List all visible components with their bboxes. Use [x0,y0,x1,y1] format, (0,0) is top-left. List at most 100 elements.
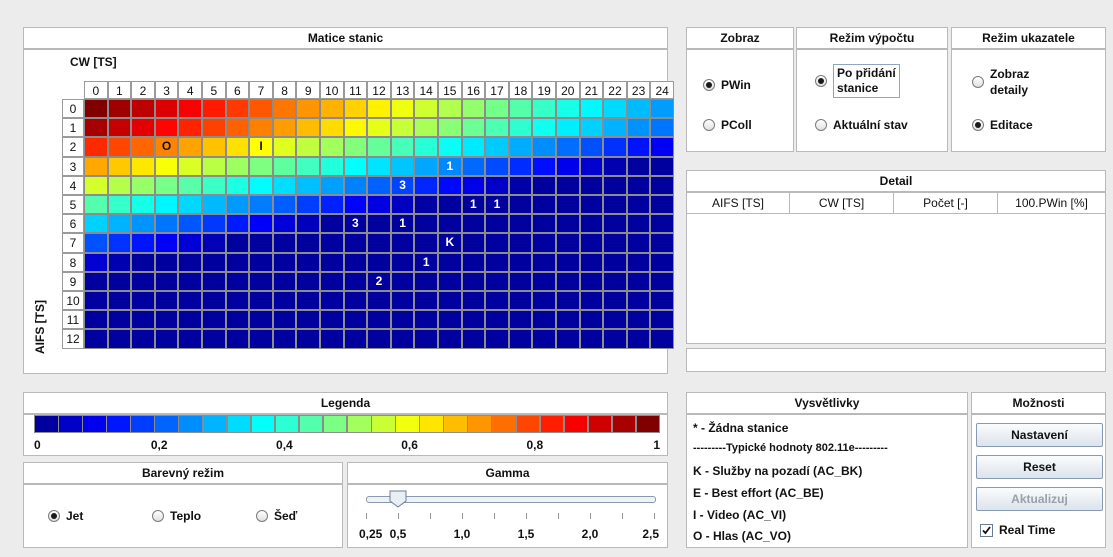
matrix-cell[interactable] [320,118,344,138]
gamma-slider-thumb[interactable] [389,490,407,508]
radio-teplo[interactable]: Teplo [152,509,201,523]
matrix-cell[interactable]: 1 [438,156,462,176]
matrix-cell[interactable] [438,195,462,215]
matrix-cell[interactable] [154,271,179,291]
matrix-cell[interactable] [343,99,368,119]
matrix-cell[interactable] [508,118,533,138]
matrix-cell[interactable] [202,271,226,291]
matrix-cell[interactable] [508,99,533,119]
matrix-cell[interactable] [438,118,462,138]
matrix-cell[interactable] [202,310,226,330]
matrix-cell[interactable] [296,156,320,176]
matrix-cell[interactable] [296,137,320,157]
matrix-cell[interactable] [272,156,297,176]
matrix-cell[interactable] [414,99,438,119]
matrix-cell[interactable] [438,214,462,234]
matrix-cell[interactable] [296,271,320,291]
matrix-cell[interactable] [367,175,391,195]
matrix-cell[interactable] [390,329,415,349]
matrix-cell[interactable] [508,195,533,215]
matrix-cell[interactable] [603,156,627,176]
matrix-cell[interactable] [320,137,344,157]
matrix-cell[interactable] [532,233,556,253]
matrix-cell[interactable] [626,137,651,157]
col-pocet[interactable]: Počet [-] [894,193,998,213]
matrix-cell[interactable] [461,156,486,176]
matrix-cell[interactable] [272,99,297,119]
matrix-cell[interactable]: 1 [390,214,415,234]
matrix-cell[interactable] [225,137,250,157]
matrix-cell[interactable] [131,291,155,311]
matrix-cell[interactable] [579,156,604,176]
matrix-cell[interactable] [107,252,132,272]
matrix-cell[interactable] [343,175,368,195]
matrix-cell[interactable] [438,310,462,330]
matrix-cell[interactable] [579,291,604,311]
matrix-cell[interactable] [626,118,651,138]
matrix-cell[interactable] [154,195,179,215]
matrix-cell[interactable] [107,175,132,195]
matrix-cell[interactable] [414,271,438,291]
matrix-cell[interactable] [461,329,486,349]
matrix-cell[interactable] [131,156,155,176]
matrix-cell[interactable] [461,99,486,119]
matrix-cell[interactable] [178,214,202,234]
matrix-cell[interactable] [438,291,462,311]
matrix-cell[interactable] [202,195,226,215]
matrix-cell[interactable] [225,195,250,215]
matrix-cell[interactable] [154,99,179,119]
matrix-cell[interactable] [154,175,179,195]
matrix-cell[interactable] [414,175,438,195]
matrix-cell[interactable] [272,271,297,291]
matrix-cell[interactable] [532,156,556,176]
matrix-cell[interactable] [154,252,179,272]
matrix-cell[interactable] [508,252,533,272]
matrix-cell[interactable] [461,233,486,253]
matrix-cell[interactable] [650,195,674,215]
matrix-cell[interactable] [532,310,556,330]
matrix-cell[interactable] [296,310,320,330]
matrix-cell[interactable] [579,310,604,330]
matrix-cell[interactable] [485,214,509,234]
matrix-cell[interactable] [131,118,155,138]
matrix-cell[interactable] [626,252,651,272]
matrix-cell[interactable] [272,137,297,157]
matrix-cell[interactable] [84,233,108,253]
matrix-cell[interactable] [178,156,202,176]
radio-jet[interactable]: Jet [48,509,83,523]
matrix-cell[interactable] [579,329,604,349]
matrix-cell[interactable] [131,233,155,253]
matrix-cell[interactable] [556,329,580,349]
matrix-cell[interactable]: 1 [461,195,486,215]
matrix-cell[interactable] [154,156,179,176]
matrix-cell[interactable] [485,118,509,138]
matrix-cell[interactable] [84,252,108,272]
matrix-cell[interactable] [320,271,344,291]
matrix-cell[interactable] [390,291,415,311]
matrix-cell[interactable] [320,291,344,311]
matrix-cell[interactable] [343,291,368,311]
matrix-cell[interactable] [532,195,556,215]
matrix-cell[interactable] [225,118,250,138]
matrix-cell[interactable] [320,156,344,176]
matrix-cell[interactable] [390,118,415,138]
matrix-cell[interactable] [367,118,391,138]
matrix-cell[interactable] [320,233,344,253]
matrix-cell[interactable] [296,99,320,119]
matrix-cell[interactable] [178,271,202,291]
matrix-cell[interactable] [320,175,344,195]
matrix-cell[interactable] [579,271,604,291]
detail-table[interactable]: AIFS [TS] CW [TS] Počet [-] 100.PWin [%] [686,192,1106,344]
matrix-cell[interactable] [532,329,556,349]
reset-button[interactable]: Reset [976,455,1103,479]
matrix-cell[interactable] [367,233,391,253]
matrix-cell[interactable] [556,310,580,330]
matrix-cell[interactable] [178,329,202,349]
matrix-cell[interactable] [390,271,415,291]
matrix-cell[interactable] [508,233,533,253]
matrix-cell[interactable] [390,195,415,215]
matrix-cell[interactable] [178,195,202,215]
matrix-cell[interactable] [532,271,556,291]
matrix-cell[interactable] [107,137,132,157]
matrix-cell[interactable] [367,195,391,215]
